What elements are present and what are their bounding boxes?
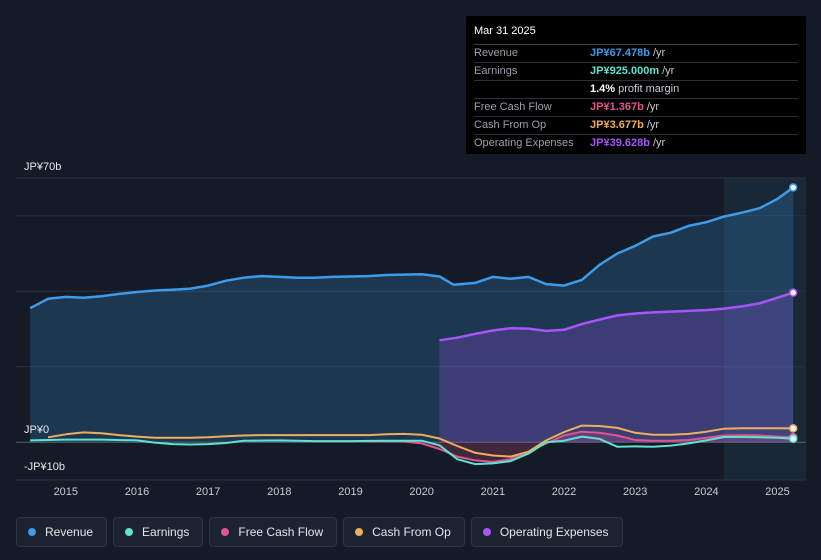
tooltip-value: JP¥67.478b xyxy=(590,47,650,59)
legend-item-operating-expenses[interactable]: Operating Expenses xyxy=(470,517,623,547)
x-tick-label: 2024 xyxy=(694,486,718,498)
tooltip-row-free-cash-flow: Free Cash Flow JP¥1.367b /yr xyxy=(474,99,798,117)
tooltip-value: JP¥3.677b xyxy=(590,119,644,131)
x-tick-label: 2023 xyxy=(623,486,647,498)
tooltip-date: Mar 31 2025 xyxy=(474,24,798,45)
tooltip-unit: /yr xyxy=(646,101,660,113)
legend-label: Earnings xyxy=(142,525,190,539)
tooltip-value: 1.4% xyxy=(590,83,616,95)
cash-from-op-line xyxy=(47,424,794,458)
legend-label: Revenue xyxy=(45,525,94,539)
tooltip-label xyxy=(474,81,590,98)
series-layer xyxy=(29,183,798,466)
tooltip-value: JP¥39.628b xyxy=(590,137,650,149)
tooltip-unit: /yr xyxy=(646,119,660,131)
earnings-line xyxy=(30,435,794,466)
tooltip-value: JP¥925.000m xyxy=(590,65,660,77)
x-tick-label: 2025 xyxy=(765,486,789,498)
legend-item-earnings[interactable]: Earnings xyxy=(113,517,204,547)
tooltip-unit: profit margin xyxy=(618,83,680,95)
x-tick-label: 2015 xyxy=(54,486,78,498)
tooltip-label: Cash From Op xyxy=(474,119,547,131)
legend-label: Free Cash Flow xyxy=(238,525,324,539)
x-tick-label: 2019 xyxy=(338,486,362,498)
free-cash-flow-dot-icon xyxy=(221,528,230,536)
tooltip-row-revenue: Revenue JP¥67.478b /yr xyxy=(474,45,798,63)
x-tick-label: 2016 xyxy=(125,486,149,498)
revenue-endpoint xyxy=(788,183,798,192)
free-cash-flow-area xyxy=(368,431,794,462)
operating-expenses-area xyxy=(439,292,794,443)
x-tick-label: 2020 xyxy=(409,486,433,498)
legend-label: Operating Expenses xyxy=(499,525,609,539)
tooltip-label: Revenue xyxy=(474,47,519,59)
tooltip-value: JP¥1.367b xyxy=(590,101,644,113)
operating-expenses-endpoint xyxy=(788,288,798,297)
tooltip-panel: Mar 31 2025 Revenue JP¥67.478b /yr Earni… xyxy=(466,16,806,154)
operating-expenses-dot-icon xyxy=(482,528,491,536)
tooltip-label: Operating Expenses xyxy=(474,137,574,149)
x-tick-label: 2021 xyxy=(481,486,505,498)
tooltip-label: Free Cash Flow xyxy=(474,101,552,113)
x-tick-label: 2022 xyxy=(552,486,576,498)
earnings-endpoint xyxy=(788,434,798,444)
legend-item-revenue[interactable]: Revenue xyxy=(16,517,108,547)
legend: Revenue Earnings Free Cash Flow Cash Fro… xyxy=(16,517,623,547)
x-tick-label: 2018 xyxy=(267,486,291,498)
tooltip-row-operating-expenses: Operating Expenses JP¥39.628b /yr xyxy=(474,135,798,152)
tooltip-row-cash-from-op: Cash From Op JP¥3.677b /yr xyxy=(474,117,798,135)
operating-expenses-line xyxy=(439,291,794,342)
tooltip-unit: /yr xyxy=(652,137,666,149)
x-axis-ticks: 2015 2016 2017 2018 2019 2020 2021 2022 2023 2024… xyxy=(54,486,790,498)
revenue-line xyxy=(29,186,794,310)
tooltip-unit: /yr xyxy=(662,65,675,77)
y-label-bottom: -JP¥10b xyxy=(24,461,65,473)
y-label-top: JP¥70b xyxy=(24,161,61,173)
tooltip-row-profit-margin: 1.4% profit margin xyxy=(474,81,798,99)
y-label-zero: JP¥0 xyxy=(24,424,49,436)
tooltip-row-earnings: Earnings JP¥925.000m /yr xyxy=(474,63,798,81)
free-cash-flow-line xyxy=(368,430,794,463)
chart-area: 2015 2016 2017 2018 2019 2020 2021 2022 2023 2024… xyxy=(16,161,806,498)
tooltip-label: Earnings xyxy=(474,65,518,77)
revenue-dot-icon xyxy=(28,528,36,536)
legend-item-cash-from-op[interactable]: Cash From Op xyxy=(343,517,465,547)
cash-from-op-endpoint xyxy=(788,424,798,433)
legend-item-free-cash-flow[interactable]: Free Cash Flow xyxy=(209,517,338,547)
legend-label: Cash From Op xyxy=(372,525,451,539)
revenue-area xyxy=(30,187,794,443)
x-tick-label: 2017 xyxy=(196,486,220,498)
earnings-dot-icon xyxy=(125,528,134,536)
cash-from-op-dot-icon xyxy=(355,528,364,536)
tooltip-unit: /yr xyxy=(652,47,666,59)
